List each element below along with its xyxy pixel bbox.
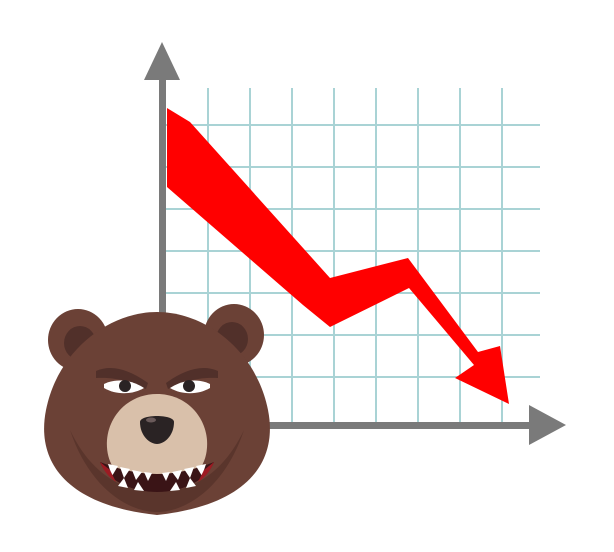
bear-nose bbox=[140, 416, 174, 444]
bear-nose-highlight bbox=[146, 417, 156, 423]
bear-head-icon bbox=[44, 304, 270, 515]
y-axis-arrowhead bbox=[144, 42, 180, 80]
bear-upper-teeth bbox=[108, 464, 206, 481]
x-axis-arrowhead bbox=[529, 405, 566, 445]
bear-mouth bbox=[100, 462, 214, 492]
bear-mouth-corner-left bbox=[100, 462, 116, 482]
bear-lower-teeth bbox=[118, 478, 196, 491]
x-axis-line bbox=[159, 422, 537, 429]
chart-axes-icon bbox=[144, 42, 566, 445]
bear-right-eye bbox=[170, 380, 210, 394]
down-trend-arrow-icon bbox=[167, 108, 509, 404]
bear-left-eye bbox=[104, 380, 144, 394]
bear-mouth-corner-right bbox=[198, 462, 214, 482]
bear-jaw-shadow bbox=[70, 430, 244, 512]
y-axis-line bbox=[159, 75, 166, 429]
